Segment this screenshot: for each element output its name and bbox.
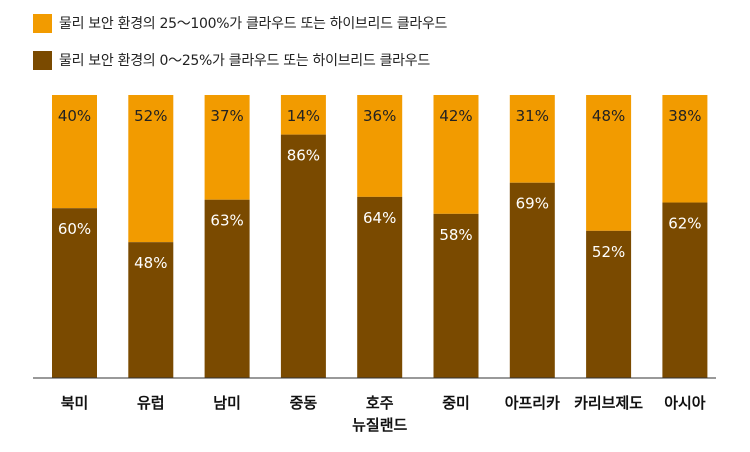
- data-label-top: 14%: [287, 107, 320, 125]
- data-label-bottom: 86%: [287, 147, 320, 165]
- category-label: 유럽: [137, 394, 165, 412]
- bar-segment-bottom: [52, 208, 97, 378]
- bar-segment-bottom: [662, 202, 708, 378]
- legend-label-bottom: 물리 보안 환경의 0～25%가 클라우드 또는 하이브리드 클라우드: [59, 53, 430, 69]
- data-label-top: 42%: [439, 107, 472, 125]
- legend-label-top: 물리 보안 환경의 25～100%가 클라우드 또는 하이브리드 클라우드: [59, 16, 448, 32]
- data-label-top: 52%: [134, 107, 167, 125]
- category-label: 북미: [61, 394, 89, 412]
- bar-segment-top: [662, 95, 708, 203]
- data-label-bottom: 58%: [439, 226, 472, 244]
- bar-segment-bottom: [586, 230, 632, 378]
- category-label: 아프리카: [505, 394, 560, 412]
- category-label: 호주: [366, 394, 394, 412]
- category-label: 카리브제도: [574, 394, 643, 412]
- data-label-bottom: 62%: [668, 215, 701, 233]
- data-label-bottom: 63%: [210, 212, 243, 230]
- data-label-bottom: 64%: [363, 209, 396, 227]
- bar-segment-top: [357, 95, 403, 197]
- bar-segment-top: [52, 95, 97, 209]
- legend-item-top-series: 물리 보안 환경의 25～100%가 클라우드 또는 하이브리드 클라우드: [33, 12, 447, 34]
- bar-segment-top: [204, 95, 250, 200]
- data-label-top: 31%: [516, 107, 549, 125]
- category-label: 아시아: [664, 394, 706, 412]
- bar-segment-top: [509, 95, 555, 183]
- legend: 물리 보안 환경의 25～100%가 클라우드 또는 하이브리드 클라우드 물리…: [33, 12, 447, 86]
- data-label-top: 40%: [58, 107, 91, 125]
- data-label-top: 38%: [668, 107, 701, 125]
- bar-segment-bottom: [509, 182, 555, 378]
- bar-segment-bottom: [280, 134, 326, 378]
- data-label-bottom: 52%: [592, 243, 625, 261]
- bar-segment-top: [433, 95, 479, 214]
- bar-segment-bottom: [433, 213, 479, 378]
- data-label-top: 48%: [592, 107, 625, 125]
- data-label-bottom: 60%: [58, 220, 91, 238]
- bar-segment-bottom: [357, 196, 403, 378]
- category-label: 뉴질랜드: [352, 416, 407, 434]
- data-label-bottom: 69%: [516, 195, 549, 213]
- bar-segment-top: [128, 95, 174, 243]
- category-label: 남미: [213, 394, 241, 412]
- bar-segment-top: [586, 95, 632, 231]
- legend-swatch-top: [33, 13, 52, 33]
- bar-segment-bottom: [128, 242, 174, 378]
- data-label-bottom: 48%: [134, 254, 167, 272]
- data-label-top: 37%: [210, 107, 243, 125]
- legend-item-bottom-series: 물리 보안 환경의 0～25%가 클라우드 또는 하이브리드 클라우드: [33, 49, 447, 71]
- bar-segment-bottom: [204, 199, 250, 378]
- category-label: 중동: [290, 394, 318, 412]
- category-label: 중미: [442, 394, 470, 412]
- legend-swatch-bottom: [33, 50, 52, 70]
- data-label-top: 36%: [363, 107, 396, 125]
- bar-segment-top: [280, 95, 326, 135]
